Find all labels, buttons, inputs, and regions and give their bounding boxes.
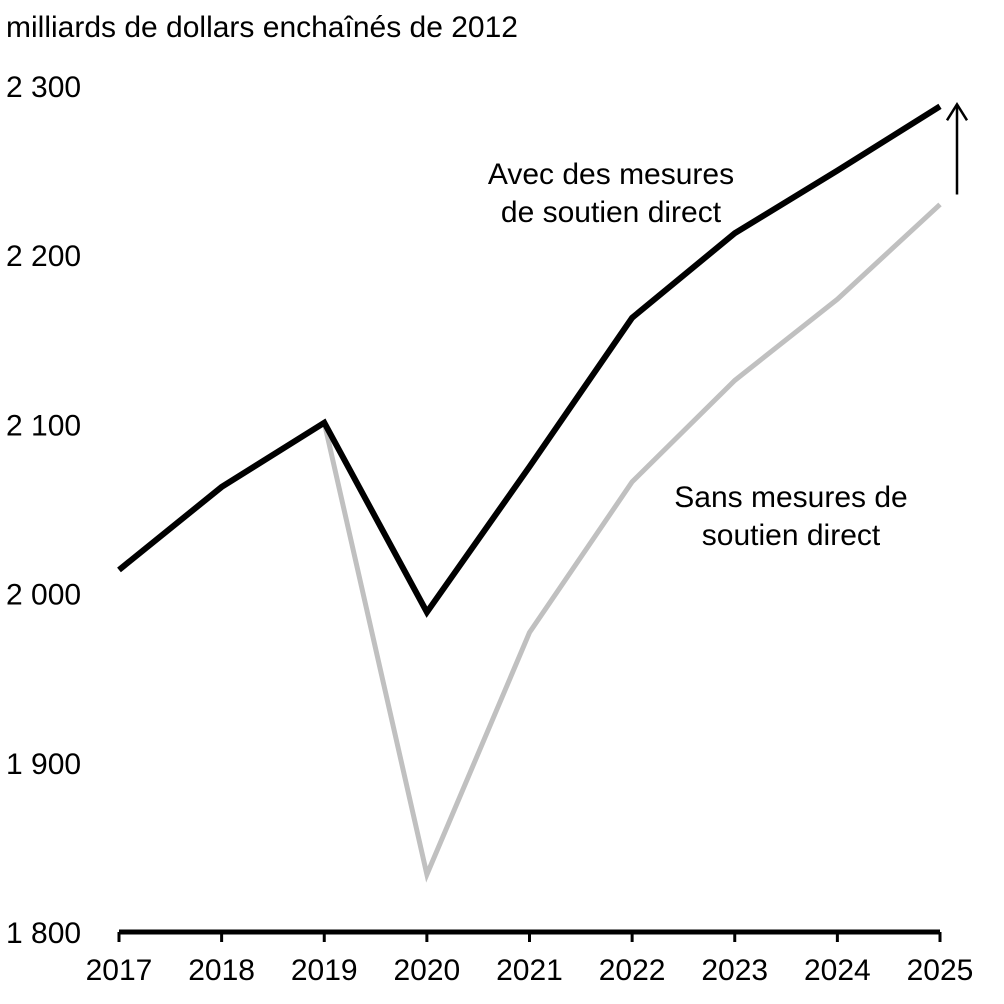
increase-arrow — [945, 101, 969, 195]
annotation-sans-line: soutien direct — [702, 519, 881, 552]
y-tick-label: 1 800 — [6, 917, 81, 950]
x-tick-label: 2018 — [188, 954, 255, 987]
x-axis: 2017 2018 2019 2020 2021 2022 2023 2024 2025 — [86, 929, 974, 987]
y-tick-label: 2 100 — [6, 409, 81, 442]
x-tick-label: 2020 — [394, 954, 461, 987]
y-axis-tick-labels: 1 800 1 900 2 000 2 100 2 200 2 300 — [6, 71, 81, 950]
x-tick-label: 2019 — [291, 954, 358, 987]
y-tick-label: 2 200 — [6, 240, 81, 273]
series-lines — [117, 103, 942, 883]
y-tick-label: 2 000 — [6, 579, 81, 612]
series-line-avec — [117, 103, 942, 618]
x-tick-label: 2017 — [86, 954, 153, 987]
y-tick-label: 2 300 — [6, 71, 81, 104]
x-tick-label: 2021 — [496, 954, 563, 987]
annotation-avec-line: de soutien direct — [501, 196, 722, 229]
y-tick-label: 1 900 — [6, 748, 81, 781]
x-tick-label: 2024 — [804, 954, 871, 987]
arrow-head — [945, 101, 969, 121]
y-axis-unit-label: milliards de dollars enchaînés de 2012 — [6, 11, 518, 44]
annotation-avec-line: Avec des mesures — [488, 158, 734, 191]
x-tick-label: 2023 — [701, 954, 768, 987]
x-tick-label: 2022 — [599, 954, 666, 987]
annotation-sans-line: Sans mesures de — [674, 481, 907, 514]
x-tick-label: 2025 — [907, 954, 974, 987]
annotations: Avec des mesures de soutien direct Sans me… — [488, 158, 908, 552]
